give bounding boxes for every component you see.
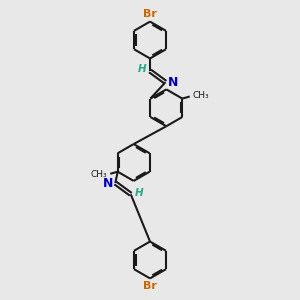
Text: Br: Br [143, 281, 157, 291]
Text: H: H [138, 64, 146, 74]
Text: H: H [134, 188, 143, 198]
Text: N: N [167, 76, 178, 89]
Text: CH₃: CH₃ [193, 91, 209, 100]
Text: N: N [103, 177, 113, 190]
Text: Br: Br [143, 9, 157, 19]
Text: CH₃: CH₃ [91, 170, 107, 179]
